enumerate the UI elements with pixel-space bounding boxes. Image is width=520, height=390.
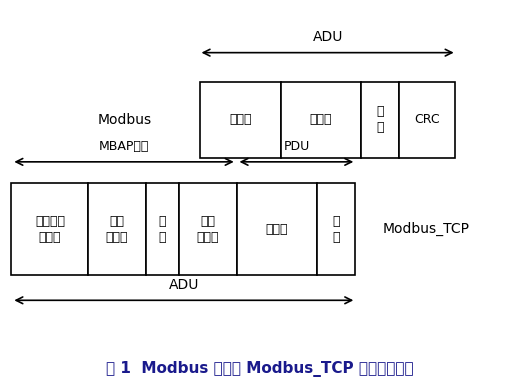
Text: Modbus: Modbus (98, 113, 152, 127)
Bar (11, 183, 88, 275)
Text: 事务处理
标识符: 事务处理 标识符 (35, 215, 65, 244)
Bar (200, 82, 281, 158)
Text: 长
度: 长 度 (159, 215, 166, 244)
Text: ADU: ADU (313, 30, 343, 44)
Text: CRC: CRC (414, 113, 440, 126)
Text: PDU: PDU (283, 140, 309, 153)
Text: 地址域: 地址域 (229, 113, 252, 126)
Bar (399, 82, 455, 158)
Bar (88, 183, 146, 275)
Bar (146, 183, 179, 275)
Text: 功能码: 功能码 (310, 113, 332, 126)
Text: 单元
标识符: 单元 标识符 (197, 215, 219, 244)
Text: 图 1  Modbus 协议和 Modbus_TCP 协议报文格式: 图 1 Modbus 协议和 Modbus_TCP 协议报文格式 (106, 360, 414, 377)
Text: 数
据: 数 据 (332, 215, 340, 244)
Text: 协议
标识符: 协议 标识符 (106, 215, 128, 244)
Bar (179, 183, 237, 275)
Bar (317, 183, 355, 275)
Text: MBAP报头: MBAP报头 (99, 140, 149, 153)
Bar (361, 82, 399, 158)
Bar (281, 82, 361, 158)
Text: ADU: ADU (168, 278, 199, 292)
Text: 数
据: 数 据 (376, 105, 384, 135)
Text: Modbus_TCP: Modbus_TCP (383, 222, 470, 236)
Bar (237, 183, 317, 275)
Text: 功能码: 功能码 (266, 223, 288, 236)
